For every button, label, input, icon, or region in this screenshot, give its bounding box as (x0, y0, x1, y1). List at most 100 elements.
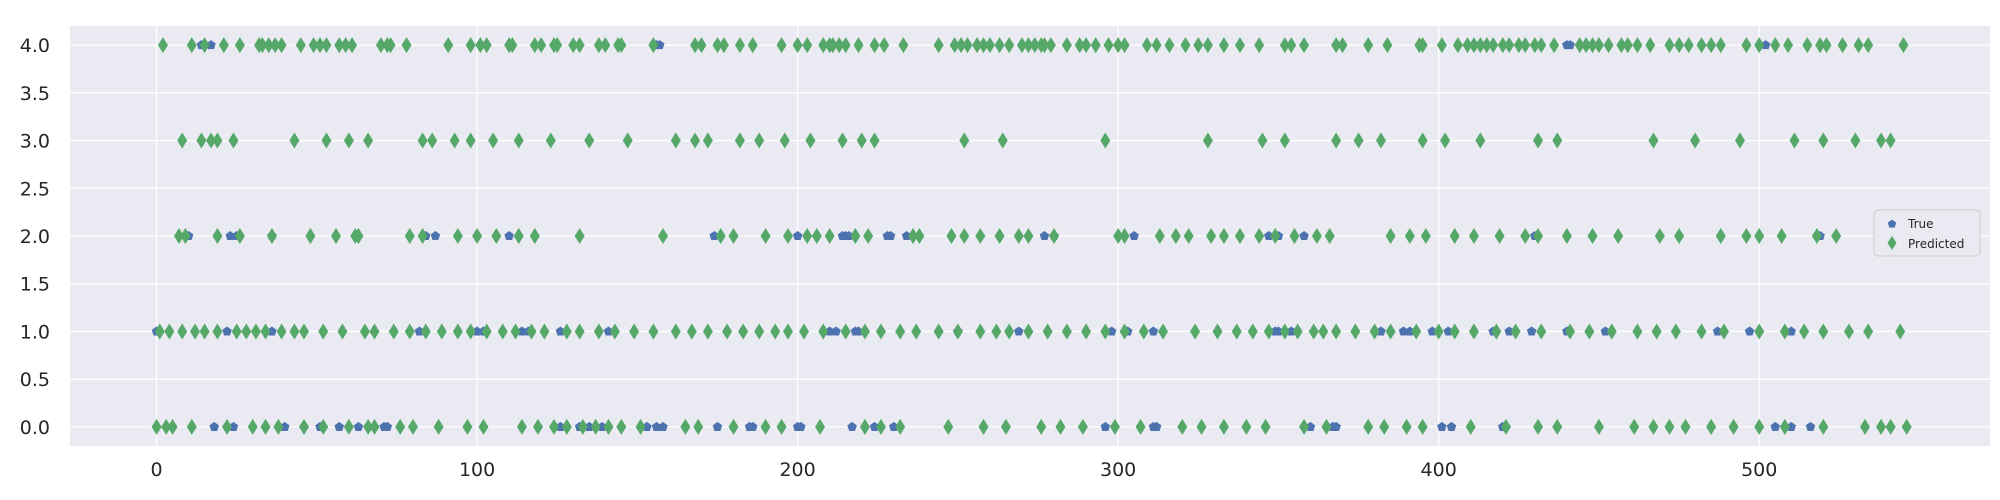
predicted-point (241, 323, 252, 340)
predicted-point (532, 418, 543, 435)
predicted-point (1859, 418, 1870, 435)
predicted-point (1629, 418, 1640, 435)
predicted-point (154, 323, 165, 340)
predicted-point (1664, 37, 1675, 54)
predicted-point (1113, 37, 1124, 54)
predicted-point (369, 323, 380, 340)
predicted-point (234, 228, 245, 244)
true-point (1427, 326, 1437, 336)
predicted-point (1049, 228, 1060, 244)
predicted-point (1818, 323, 1829, 340)
predicted-point (1289, 228, 1300, 244)
predicted-point (385, 37, 396, 54)
predicted-point (273, 418, 284, 435)
x-tick-label: 100 (459, 459, 495, 481)
predicted-point (690, 37, 701, 54)
predicted-point (1741, 37, 1752, 54)
predicted-point (1420, 228, 1431, 244)
legend-marker-predicted (1887, 236, 1897, 250)
predicted-point (802, 37, 813, 54)
predicted-point (590, 418, 601, 435)
predicted-point (770, 323, 781, 340)
true-point (1398, 326, 1409, 336)
predicted-point (1613, 228, 1624, 244)
true-point (1443, 326, 1454, 336)
predicted-point (475, 37, 486, 54)
predicted-point (164, 323, 175, 340)
true-point (267, 326, 277, 336)
predicted-point (574, 37, 585, 54)
predicted-point (343, 132, 354, 149)
predicted-point (491, 228, 502, 244)
predicted-point (1513, 37, 1524, 54)
predicted-point (895, 323, 906, 340)
predicted-point (1533, 228, 1544, 244)
predicted-point (1718, 323, 1729, 340)
predicted-point (1023, 37, 1034, 54)
predicted-point (1616, 37, 1627, 54)
predicted-point (1013, 228, 1024, 244)
predicted-point (1683, 37, 1694, 54)
predicted-point (1901, 418, 1912, 435)
predicted-point (1783, 37, 1794, 54)
predicted-point (1324, 228, 1335, 244)
predicted-point (574, 228, 585, 244)
true-point (206, 40, 216, 50)
predicted-point (834, 37, 845, 54)
predicted-point (427, 132, 438, 149)
predicted-point (818, 37, 829, 54)
predicted-point (670, 323, 681, 340)
true-point (1446, 421, 1457, 431)
predicted-point (850, 228, 861, 244)
predicted-point (363, 418, 374, 435)
predicted-point (994, 228, 1005, 244)
predicted-point (539, 323, 550, 340)
predicted-point (1337, 37, 1348, 54)
true-point (901, 231, 912, 240)
predicted-point (1036, 418, 1047, 435)
predicted-point (616, 418, 627, 435)
legend-marker-true (1887, 219, 1897, 228)
predicted-point (276, 323, 287, 340)
predicted-point (1654, 228, 1665, 244)
predicted-point (1164, 37, 1175, 54)
predicted-point (818, 323, 829, 340)
predicted-point (1552, 418, 1563, 435)
predicted-point (308, 37, 319, 54)
predicted-point (180, 228, 191, 244)
predicted-point (536, 37, 547, 54)
predicted-point (600, 37, 611, 54)
true-point (1770, 421, 1780, 431)
series-predicted-points (151, 37, 1912, 435)
true-point (414, 326, 425, 336)
predicted-point (561, 418, 572, 435)
predicted-point (452, 323, 463, 340)
predicted-point (1234, 228, 1245, 244)
predicted-point (234, 37, 245, 54)
predicted-point (1837, 37, 1848, 54)
predicted-point (443, 37, 454, 54)
predicted-point (1574, 37, 1585, 54)
true-point (1526, 326, 1537, 336)
predicted-point (574, 323, 585, 340)
predicted-point (1549, 37, 1560, 54)
true-point (792, 231, 803, 240)
predicted-point (289, 132, 300, 149)
predicted-point (340, 37, 351, 54)
predicted-point (952, 323, 963, 340)
predicted-point (609, 323, 620, 340)
predicted-point (1818, 132, 1829, 149)
predicted-point (462, 418, 473, 435)
predicted-point (702, 132, 713, 149)
predicted-point (776, 37, 787, 54)
true-point (1437, 421, 1447, 431)
true-point (796, 421, 806, 431)
predicted-point (206, 132, 217, 149)
predicted-point (1363, 37, 1374, 54)
predicted-point (1042, 323, 1053, 340)
predicted-point (347, 37, 358, 54)
predicted-point (760, 418, 771, 435)
predicted-point (949, 37, 960, 54)
y-tick-label: 2.0 (20, 226, 50, 248)
predicted-point (1853, 37, 1864, 54)
